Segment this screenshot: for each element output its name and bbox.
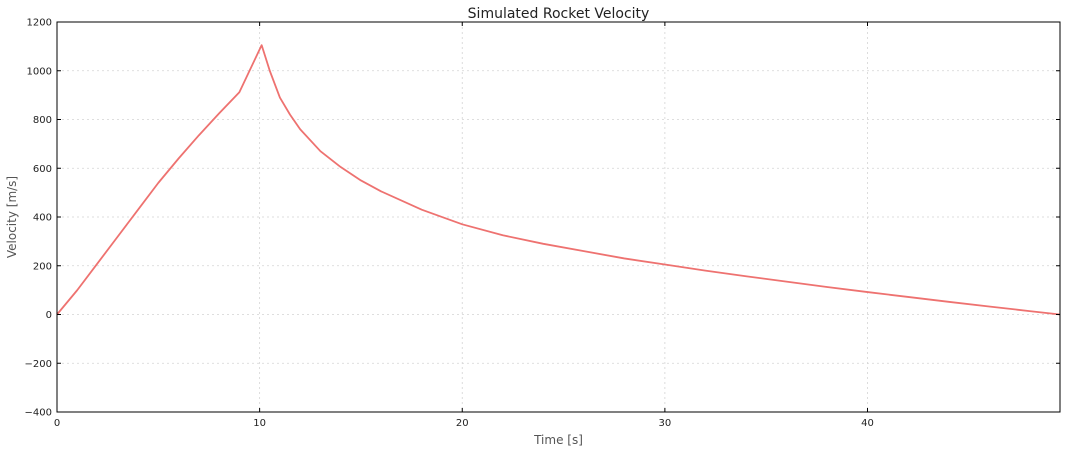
y-tick-label: −400 xyxy=(25,408,52,419)
x-tick-label: 30 xyxy=(659,418,672,429)
series-layer xyxy=(56,44,1061,316)
y-axis-label: Velocity [m/s] xyxy=(5,176,19,258)
grid-lines xyxy=(57,22,1060,412)
ticks: 0 10 20 30 40 −400 −200 0 200 400 600 800 1000 1200 xyxy=(25,18,1060,429)
y-tick-label: 400 xyxy=(33,213,52,224)
chart-title: Simulated Rocket Velocity xyxy=(468,6,650,22)
x-tick-label: 20 xyxy=(456,418,469,429)
y-tick-label: 0 xyxy=(46,310,52,321)
y-tick-label: 1000 xyxy=(27,66,52,77)
y-tick-label: 1200 xyxy=(27,18,52,29)
x-axis-label: Time [s] xyxy=(533,433,583,447)
y-tick-label: −200 xyxy=(25,359,52,370)
y-tick-label: 600 xyxy=(33,164,52,175)
y-tick-label: 200 xyxy=(33,261,52,272)
x-tick-label: 0 xyxy=(54,418,60,429)
x-tick-label: 10 xyxy=(253,418,266,429)
velocity-series-line xyxy=(56,44,1061,316)
x-tick-label: 40 xyxy=(861,418,874,429)
y-tick-label: 800 xyxy=(33,115,52,126)
